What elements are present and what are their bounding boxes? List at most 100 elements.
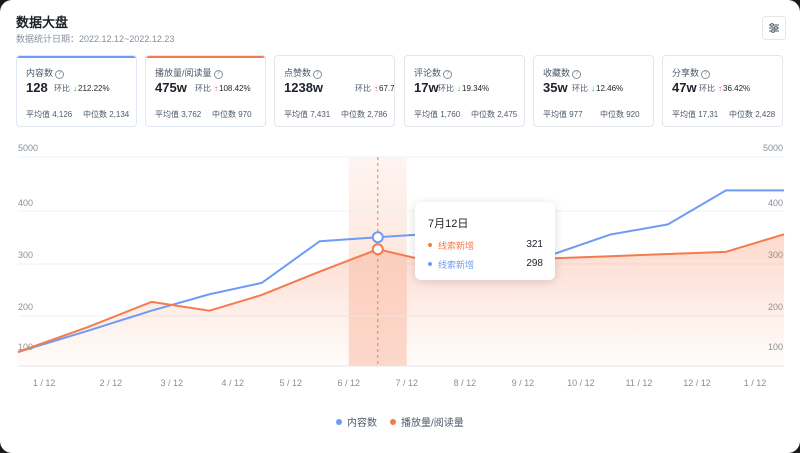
legend-label: 播放量/阅读量 xyxy=(401,418,464,429)
card-value: 475w xyxy=(155,80,187,95)
y-tick-label-right: 400 xyxy=(768,198,783,208)
median-value: 2,786 xyxy=(367,110,388,119)
x-tick-label: 6 / 12 xyxy=(338,378,361,388)
page-title: 数据大盘 xyxy=(16,15,69,30)
card-label-text: 收藏数 xyxy=(543,68,571,78)
y-tick-label-left: 100 xyxy=(18,342,33,352)
x-tick-label: 5 / 12 xyxy=(279,378,302,388)
card-average: 平均值 4,126 xyxy=(26,109,72,120)
help-icon[interactable]: ? xyxy=(213,70,223,79)
card-value: 17w xyxy=(414,80,439,95)
card-comparison: 环比↑67.72% xyxy=(355,83,395,94)
card-median: 中位数 920 xyxy=(600,109,640,120)
card-label: 点赞数? xyxy=(284,66,323,79)
cmp-label: 环比 xyxy=(355,84,371,93)
avg-label: 平均值 xyxy=(155,110,179,119)
metric-card[interactable]: 播放量/阅读量? 475w 环比 ↑108.42% 平均值 3,762 中位数 9… xyxy=(145,55,266,127)
cmp-percent: 67.72% xyxy=(379,84,395,93)
avg-value: 4,126 xyxy=(52,110,73,119)
median-value: 2,134 xyxy=(109,110,130,119)
date-range-subtitle: 数据统计日期：2022.12.12~2022.12.23 xyxy=(16,34,175,44)
card-value: 47w xyxy=(672,80,697,95)
card-average: 平均值 977 xyxy=(543,109,583,120)
card-label: 内容数? xyxy=(26,66,65,79)
cmp-percent: 19.34% xyxy=(462,84,490,93)
median-value: 2,475 xyxy=(497,110,518,119)
hover-point-play-read xyxy=(371,243,384,256)
card-value: 1238w xyxy=(284,80,324,95)
orange-dot-icon xyxy=(390,419,396,425)
x-tick-label: 1 / 12 xyxy=(33,378,56,388)
chart-tooltip: 7月12日 线索新增 321 线索新增 298 xyxy=(415,202,555,280)
metric-card[interactable]: 收藏数? 35w 环比 ↓12.46% 平均值 977 中位数 920 xyxy=(533,55,654,127)
help-icon[interactable]: ? xyxy=(572,70,582,79)
y-tick-label-left: 300 xyxy=(18,250,33,260)
avg-value: 977 xyxy=(569,110,583,119)
card-comparison: 环比 ↓19.34% xyxy=(438,83,489,94)
avg-value: 17,31 xyxy=(698,110,719,119)
card-comparison: 环比 ↑36.42% xyxy=(699,83,750,94)
x-tick-label: 2 / 12 xyxy=(100,378,123,388)
card-comparison: 环比 ↓12.46% xyxy=(572,83,623,94)
arrow-up-icon: ↑ xyxy=(214,84,218,93)
arrow-down-icon: ↓ xyxy=(591,84,595,93)
metric-card[interactable]: 评论数? 17w 环比 ↓19.34% 平均值 1,760 中位数 2,475 xyxy=(404,55,525,127)
card-median: 中位数 970 xyxy=(212,109,252,120)
card-median: 中位数 2,475 xyxy=(471,109,517,120)
card-accent-line xyxy=(146,56,265,58)
cmp-percent: 108.42% xyxy=(219,84,251,93)
card-average: 平均值 17,31 xyxy=(672,109,718,120)
y-tick-label-left: 200 xyxy=(18,302,33,312)
card-label: 评论数? xyxy=(414,66,453,79)
card-average: 平均值 7,431 xyxy=(284,109,330,120)
arrow-down-icon: ↓ xyxy=(457,84,461,93)
arrow-up-icon: ↑ xyxy=(374,84,378,93)
help-icon[interactable]: ? xyxy=(701,70,711,79)
median-label: 中位数 xyxy=(600,110,624,119)
filter-settings-button[interactable] xyxy=(762,16,786,40)
series-line-content-count xyxy=(17,189,784,353)
avg-label: 平均值 xyxy=(26,110,50,119)
arrow-up-icon: ↑ xyxy=(718,84,722,93)
legend-label: 内容数 xyxy=(347,418,377,429)
tooltip-row-orange: 线索新增 321 xyxy=(428,239,543,252)
metric-card[interactable]: 内容数? 128 环比 ↓212.22% 平均值 4,126 中位数 2,134 xyxy=(16,55,137,127)
avg-value: 1,760 xyxy=(440,110,461,119)
sliders-icon xyxy=(769,23,779,33)
hover-point-content-count xyxy=(371,231,384,244)
x-tick-label: 1 / 12 xyxy=(744,378,767,388)
y-tick-label-left: 5000 xyxy=(18,143,38,153)
blue-dot-icon xyxy=(336,419,342,425)
median-label: 中位数 xyxy=(83,110,107,119)
tooltip-row-value: 298 xyxy=(526,258,543,269)
blue-dot-icon xyxy=(428,262,432,266)
card-comparison: 环比 ↓212.22% xyxy=(54,83,110,94)
median-label: 中位数 xyxy=(729,110,753,119)
help-icon[interactable]: ? xyxy=(55,70,65,79)
legend-item-play-read[interactable]: 播放量/阅读量 xyxy=(390,414,464,429)
card-median: 中位数 2,428 xyxy=(729,109,775,120)
avg-value: 3,762 xyxy=(181,110,202,119)
help-icon[interactable]: ? xyxy=(443,70,453,79)
card-label-text: 评论数 xyxy=(414,68,442,78)
tooltip-row-label: 线索新增 xyxy=(438,241,475,251)
metric-card[interactable]: 点赞数? 1238w 环比↑67.72% 平均值 7,431 中位数 2,786 xyxy=(274,55,395,127)
tooltip-row-blue: 线索新增 298 xyxy=(428,258,543,271)
x-tick-label: 3 / 12 xyxy=(161,378,184,388)
x-tick-label: 9 / 12 xyxy=(512,378,535,388)
series-area-play-read xyxy=(18,234,784,366)
avg-value: 7,431 xyxy=(310,110,331,119)
card-comparison: 环比 ↑108.42% xyxy=(195,83,251,94)
cmp-label: 环比 xyxy=(699,84,715,93)
avg-label: 平均值 xyxy=(284,110,308,119)
help-icon[interactable]: ? xyxy=(313,70,323,79)
legend-item-content-count[interactable]: 内容数 xyxy=(336,414,377,429)
tooltip-row-value: 321 xyxy=(526,239,543,250)
median-label: 中位数 xyxy=(341,110,365,119)
card-label-text: 播放量/阅读量 xyxy=(155,68,212,78)
card-value: 128 xyxy=(26,80,48,95)
cmp-label: 环比 xyxy=(54,84,70,93)
metric-card[interactable]: 分享数? 47w 环比 ↑36.42% 平均值 17,31 中位数 2,428 xyxy=(662,55,783,127)
